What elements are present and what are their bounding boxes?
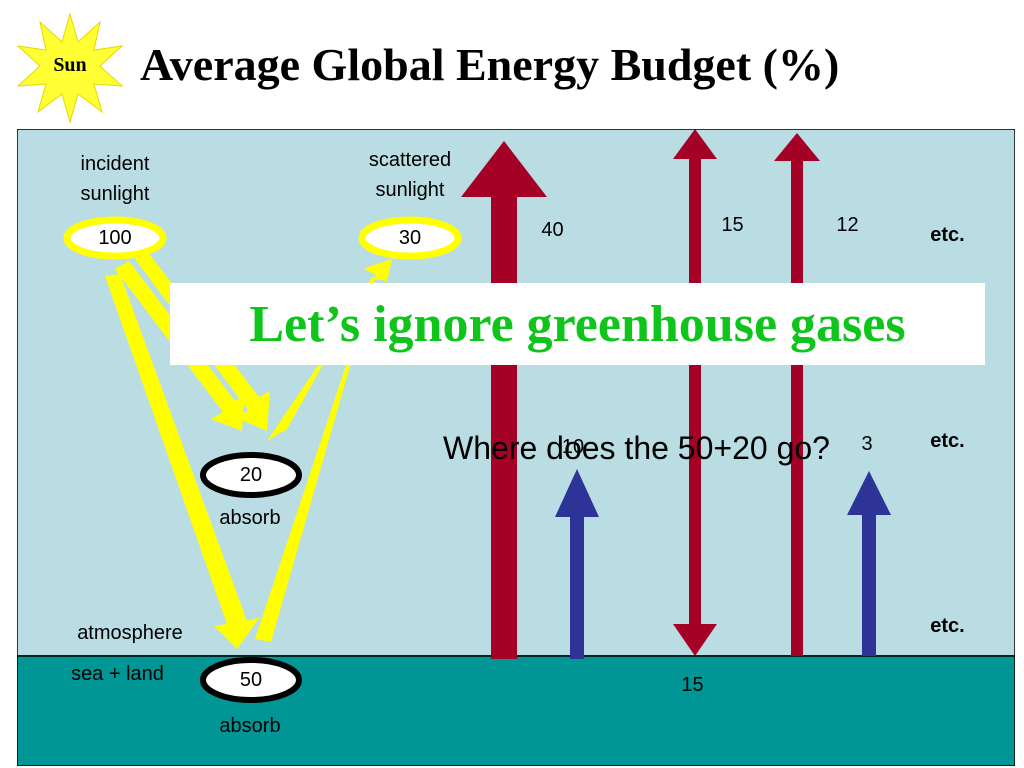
banner-text: Let’s ignore greenhouse gases (249, 295, 906, 353)
value-10: 10 (561, 436, 585, 458)
sun-icon (16, 12, 124, 124)
atmosphere-absorb-label: absorb (219, 507, 281, 529)
sun-label: Sun (53, 54, 87, 76)
scattered-value: 30 (398, 227, 422, 249)
etc-label-top: etc. (930, 224, 965, 246)
atmosphere-absorb-node (200, 452, 302, 498)
value-12: 12 (836, 214, 859, 236)
blue-arrow-10 (555, 469, 599, 659)
incident-value: 100 (98, 227, 132, 249)
atmosphere-absorb-value: 20 (239, 464, 263, 486)
value-40: 40 (541, 219, 564, 241)
page-title: Average Global Energy Budget (%) (140, 39, 840, 90)
scattered-label-line1: scattered (368, 149, 452, 171)
longwave-up-arrow-12 (774, 133, 820, 656)
question-text: Where does the 50+20 go? (443, 430, 830, 466)
longwave-arrows (461, 129, 820, 659)
incident-node (63, 216, 167, 260)
sunlight-arrow-to-surface (105, 274, 260, 649)
incident-label-line1: incident (80, 153, 150, 175)
sea-land-label: sea + land (71, 663, 164, 685)
scattered-label-line2: sunlight (375, 179, 445, 201)
etc-label-middle: etc. (930, 430, 965, 452)
value-15-bottom: 15 (681, 674, 704, 696)
surface-absorb-value: 50 (239, 669, 263, 691)
surface-absorb-node (200, 657, 302, 703)
longwave-up-arrow-40 (461, 141, 547, 659)
scattered-node (358, 216, 462, 260)
longwave-double-arrow-15 (673, 129, 717, 656)
incident-label-line2: sunlight (80, 183, 150, 205)
surface-absorb-label: absorb (219, 715, 281, 737)
scattered-arrow-from-surface (255, 259, 392, 642)
atmosphere-label: atmosphere (77, 622, 183, 644)
sensible-heat-arrows (555, 469, 891, 659)
energy-budget-diagram (17, 129, 1015, 766)
blue-arrow-3 (847, 471, 891, 656)
greenhouse-banner: Let’s ignore greenhouse gases (170, 283, 985, 365)
value-15-top: 15 (721, 214, 744, 236)
etc-label-bottom: etc. (930, 615, 965, 637)
value-3: 3 (861, 433, 873, 455)
